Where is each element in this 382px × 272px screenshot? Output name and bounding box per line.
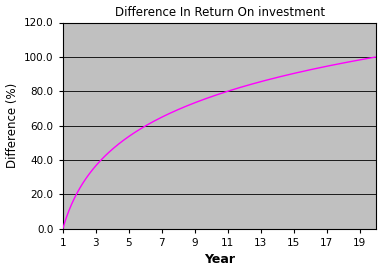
Y-axis label: Difference (%): Difference (%) <box>6 83 19 168</box>
Title: Difference In Return On investment: Difference In Return On investment <box>115 5 325 18</box>
X-axis label: Year: Year <box>204 254 235 267</box>
